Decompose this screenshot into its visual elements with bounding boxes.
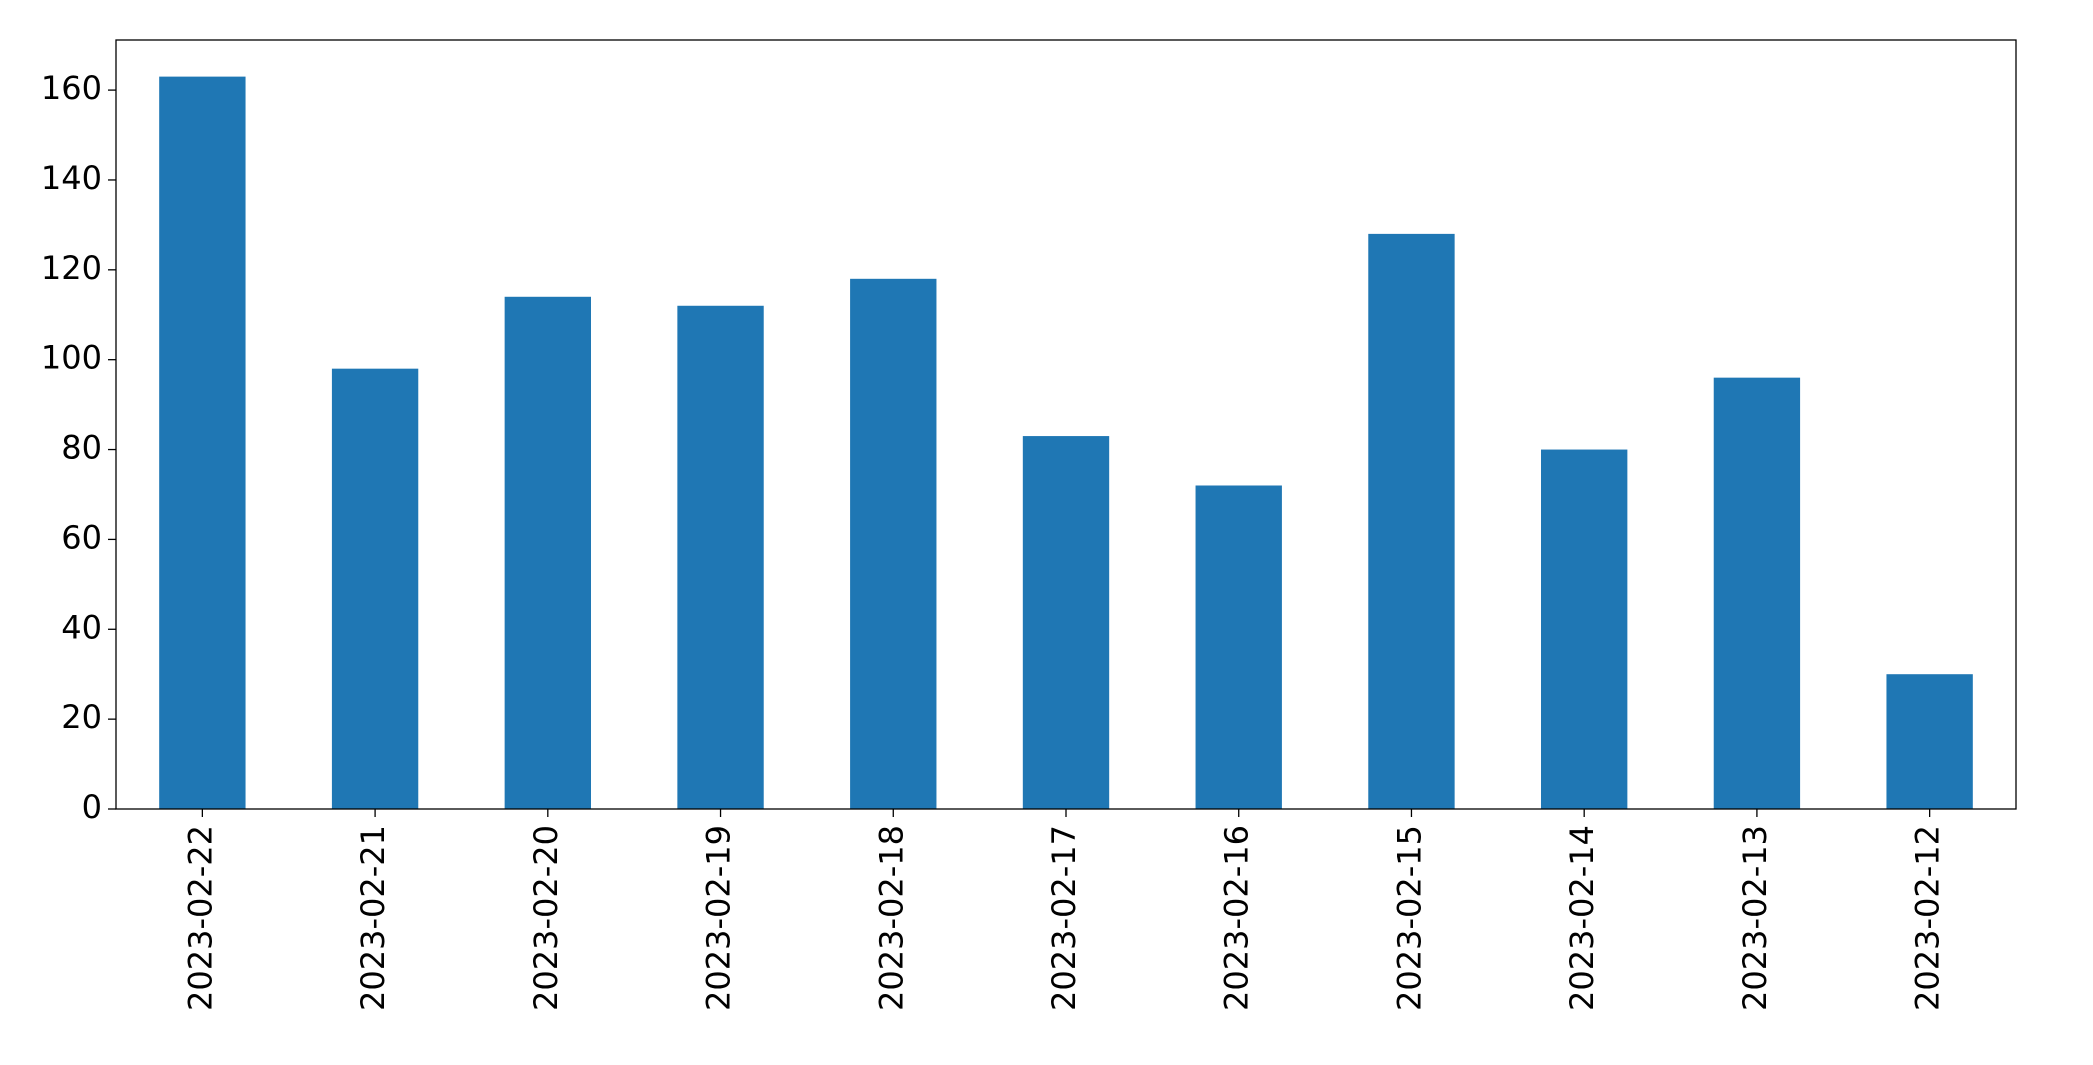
bar <box>504 296 591 809</box>
bar <box>331 368 419 809</box>
bar <box>1022 436 1110 809</box>
bar <box>850 278 937 809</box>
y-tick-label: 0 <box>82 788 102 826</box>
x-tick-label: 2023-02-19 <box>700 825 738 1011</box>
y-tick-label: 20 <box>61 698 102 736</box>
bar <box>1541 449 1628 809</box>
x-tick-label: 2023-02-14 <box>1563 825 1601 1011</box>
y-tick-label: 120 <box>41 249 102 287</box>
bar <box>159 76 246 810</box>
y-tick-label: 100 <box>41 339 102 377</box>
bar <box>1195 485 1282 809</box>
y-tick-label: 140 <box>41 159 102 197</box>
x-tick-label: 2023-02-13 <box>1736 825 1774 1011</box>
bar <box>677 305 764 809</box>
bar <box>1368 233 1455 809</box>
x-tick-label: 2023-02-12 <box>1909 825 1947 1011</box>
x-tick-label: 2023-02-20 <box>527 825 565 1011</box>
x-tick-label: 2023-02-15 <box>1390 825 1428 1011</box>
x-tick-label: 2023-02-16 <box>1218 825 1256 1011</box>
y-tick-label: 40 <box>61 608 102 646</box>
x-tick-label: 2023-02-22 <box>181 825 219 1011</box>
plot-frame <box>115 39 2017 810</box>
bar <box>1886 674 1973 809</box>
x-tick-label: 2023-02-18 <box>872 825 910 1011</box>
y-tick-label: 160 <box>41 69 102 107</box>
y-tick-label: 80 <box>61 429 102 467</box>
y-tick-label: 60 <box>61 518 102 556</box>
x-tick-label: 2023-02-17 <box>1045 825 1083 1011</box>
x-tick-label: 2023-02-21 <box>354 825 392 1011</box>
bar <box>1713 377 1801 809</box>
